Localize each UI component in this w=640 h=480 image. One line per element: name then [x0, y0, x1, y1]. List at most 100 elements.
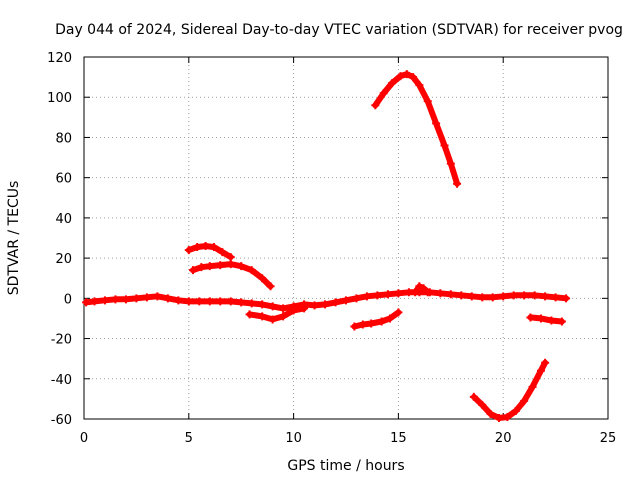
y-tick-label: -40 [51, 373, 72, 388]
data-point [499, 292, 508, 301]
data-point [488, 293, 497, 302]
chart-title: Day 044 of 2024, Sidereal Day-to-day VTE… [55, 22, 623, 38]
data-point [111, 295, 120, 304]
data-point [205, 297, 214, 306]
data-point [520, 291, 529, 300]
data-point [300, 304, 309, 313]
x-tick-label: 15 [390, 431, 407, 446]
data-point [411, 288, 420, 297]
data-point [358, 320, 367, 329]
data-point [440, 141, 449, 150]
x-axis-label: GPS time / hours [287, 458, 404, 474]
data-point [350, 322, 359, 331]
data-point [237, 298, 246, 307]
x-tick-label: 20 [495, 431, 512, 446]
data-point [541, 292, 550, 301]
data-point [520, 396, 529, 405]
x-tick-label: 25 [600, 431, 617, 446]
data-point [247, 266, 256, 275]
data-point [279, 312, 288, 321]
data-point [373, 291, 382, 300]
data-point [379, 89, 388, 98]
data-point [121, 295, 130, 304]
data-point [377, 317, 386, 326]
data-point [362, 292, 371, 301]
data-point [237, 262, 246, 271]
data-point [486, 409, 495, 418]
data-point [197, 263, 206, 272]
data-point [495, 413, 504, 422]
x-tick-label: 5 [185, 431, 193, 446]
data-point [195, 297, 204, 306]
series-arc-14h-18h [372, 71, 461, 187]
data-point [174, 296, 183, 305]
data-point [432, 119, 441, 128]
x-tick-label: 0 [80, 431, 88, 446]
data-point [247, 299, 256, 308]
data-point [310, 301, 319, 310]
data-point [528, 382, 537, 391]
data-point [557, 317, 566, 326]
data-point [258, 274, 267, 283]
data-point [268, 315, 277, 324]
data-point [394, 308, 403, 317]
data-point [258, 312, 267, 321]
data-point [184, 297, 193, 306]
y-tick-label: 20 [55, 252, 72, 267]
data-point [453, 179, 462, 188]
data-point [446, 290, 455, 299]
y-tick-label: -20 [51, 333, 72, 348]
data-point [321, 300, 330, 309]
y-tick-label: 100 [47, 91, 72, 106]
data-point [90, 297, 99, 306]
series-segment-21h-23h [527, 314, 565, 325]
y-tick-label: 0 [64, 292, 72, 307]
grid-layer [84, 57, 608, 419]
data-point [415, 81, 424, 90]
data-point [100, 296, 109, 305]
data-point [562, 294, 571, 303]
data-point [547, 316, 556, 325]
data-point [478, 293, 487, 302]
data-point [419, 284, 428, 293]
data-point [388, 79, 397, 88]
data-point [184, 246, 193, 255]
data-point [216, 297, 225, 306]
data-point [409, 73, 418, 82]
data-point [188, 266, 197, 275]
y-tick-label: -60 [51, 413, 72, 428]
data-point [394, 289, 403, 298]
data-point [402, 70, 411, 79]
data-point [245, 310, 254, 319]
x-tick-label: 10 [285, 431, 302, 446]
tick-layer: 0 5 10 15 20 25 -60 -40 -20 0 20 40 60 80 100 120 [47, 51, 616, 446]
data-point [142, 293, 151, 302]
data-point [352, 294, 361, 303]
series-layer [82, 70, 571, 422]
data-point [163, 294, 172, 303]
data-point [371, 101, 380, 110]
data-point [226, 297, 235, 306]
y-axis-label: SDTVAR / TECUs [6, 181, 22, 296]
data-point [541, 358, 550, 367]
data-point [396, 72, 405, 81]
y-tick-label: 80 [55, 131, 72, 146]
y-tick-label: 60 [55, 172, 72, 187]
data-point [551, 293, 560, 302]
data-point [218, 248, 227, 257]
data-point [342, 296, 350, 305]
data-point [478, 400, 487, 409]
data-point [209, 243, 218, 252]
data-point [383, 290, 392, 299]
data-point [82, 298, 91, 307]
data-point [201, 242, 210, 251]
data-point [511, 406, 520, 415]
data-point [216, 261, 225, 270]
data-point [536, 314, 545, 323]
data-point [423, 97, 432, 106]
data-point [153, 292, 162, 301]
data-point [266, 282, 275, 291]
data-point [436, 289, 445, 298]
data-point [193, 243, 202, 252]
